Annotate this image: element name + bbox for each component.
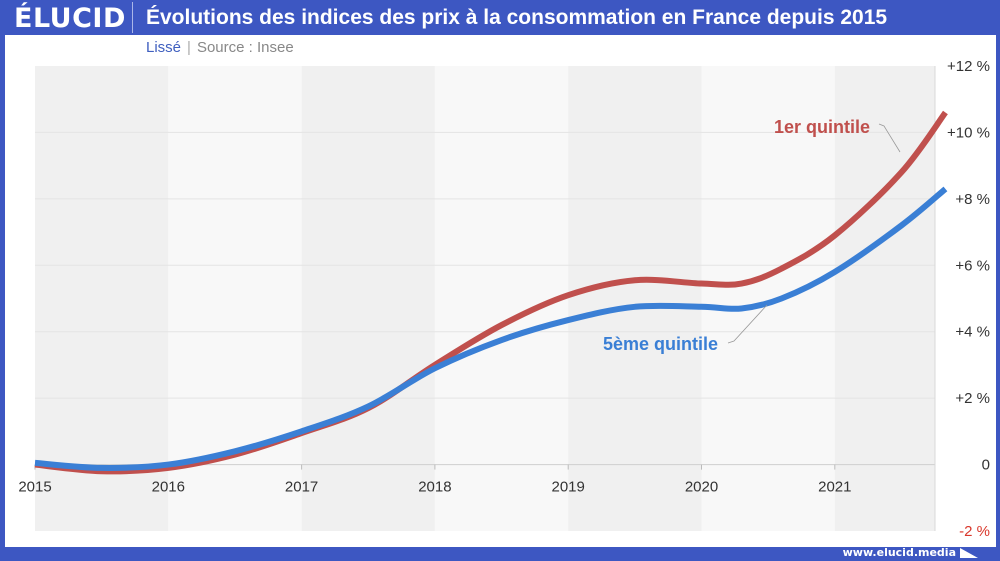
series-line-1er-quintile xyxy=(34,110,948,475)
header-divider xyxy=(132,2,133,33)
x-tick-label: 2021 xyxy=(818,479,851,496)
x-tick-label: 2019 xyxy=(552,479,585,496)
annotation-label-5eme-quintile: 5ème quintile xyxy=(603,334,718,354)
x-tick-label: 2018 xyxy=(418,479,451,496)
annotation-leader-1er-quintile xyxy=(878,123,901,153)
elucid-flag-icon xyxy=(960,548,978,558)
y-tick-label: +4 % xyxy=(955,324,990,341)
chart-title: Évolutions des indices des prix à la con… xyxy=(146,6,888,29)
website-url[interactable]: www.elucid.media xyxy=(842,546,956,559)
source-label: Source : Insee xyxy=(196,39,294,56)
year-band xyxy=(434,66,569,531)
background-bands xyxy=(35,66,935,531)
x-tick-label: 2020 xyxy=(685,479,718,496)
x-tick-label: 2017 xyxy=(285,479,318,496)
year-band xyxy=(701,66,835,531)
y-tick-label: +8 % xyxy=(955,191,990,208)
x-tick-label: 2015 xyxy=(18,479,51,496)
y-tick-label: +12 % xyxy=(947,58,990,75)
y-tick-label: +10 % xyxy=(947,124,990,141)
year-band xyxy=(568,66,702,531)
y-tick-label: +2 % xyxy=(955,390,990,407)
year-band xyxy=(301,66,435,531)
series-lines xyxy=(34,110,948,475)
y-tick-label: 0 xyxy=(982,457,990,474)
year-band xyxy=(35,66,169,531)
year-band xyxy=(834,66,935,531)
annotations: 1er quintile 5ème quintile xyxy=(603,117,901,354)
y-axis: +12 % +10 % +8 % +6 % +4 % +2 % 0 -2 % xyxy=(947,58,990,540)
subtitle-separator: | xyxy=(187,39,191,56)
smoothing-label: Lissé xyxy=(146,39,182,56)
annotation-leader-5eme-quintile xyxy=(727,304,768,344)
x-tick-label: 2016 xyxy=(152,479,185,496)
y-tick-label: +6 % xyxy=(955,257,990,274)
series-line-5eme-quintile xyxy=(34,186,948,471)
y-tick-label: -2 % xyxy=(959,523,990,540)
elucid-logo: ÉLUCID xyxy=(14,3,126,34)
chart-subtitle: Lissé | Source : Insee xyxy=(146,39,294,57)
annotation-label-1er-quintile: 1er quintile xyxy=(774,117,870,137)
x-axis: 2015 2016 2017 2018 2019 2020 2021 xyxy=(18,464,851,496)
